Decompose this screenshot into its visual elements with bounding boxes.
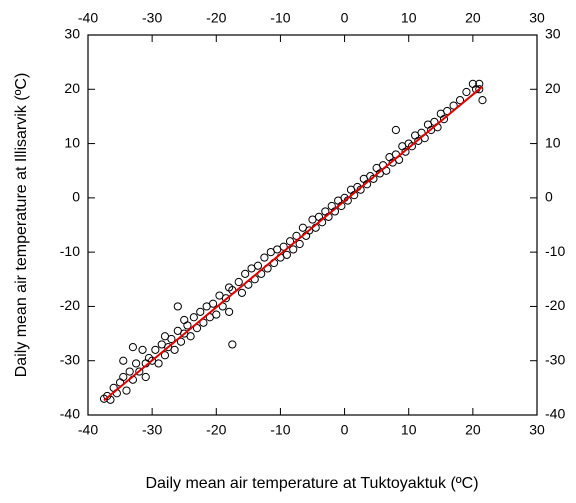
y-tick-label: -10 xyxy=(60,243,80,259)
x-tick-label: -20 xyxy=(206,422,226,438)
x-axis-label: Daily mean air temperature at Tuktoyaktu… xyxy=(145,475,478,492)
scatter-point xyxy=(151,345,160,354)
x-tick-label-top: 30 xyxy=(529,10,545,26)
y-tick-label: 20 xyxy=(64,80,80,96)
scatter-point xyxy=(289,245,298,254)
y-tick-label-right: 30 xyxy=(545,26,561,42)
scatter-point xyxy=(228,340,237,349)
fit-line xyxy=(103,85,484,402)
scatter-point xyxy=(125,367,134,376)
x-tick-label-top: -30 xyxy=(142,10,162,26)
scatter-point xyxy=(170,345,179,354)
x-tick-label: -10 xyxy=(270,422,290,438)
scatter-point xyxy=(189,313,198,322)
scatter-point xyxy=(234,277,243,287)
scatter-point xyxy=(391,125,400,135)
scatter-point xyxy=(160,351,170,360)
scatter-point xyxy=(176,337,186,346)
y-tick-label-right: 20 xyxy=(545,80,561,96)
x-tick-label: 20 xyxy=(465,422,481,438)
y-tick-label-right: -30 xyxy=(545,351,565,367)
scatter-point xyxy=(180,315,189,325)
scatter-point xyxy=(237,288,247,297)
x-tick-label-top: -40 xyxy=(78,10,98,26)
scatter-point xyxy=(132,359,141,368)
y-tick-label: 30 xyxy=(64,26,80,42)
scatter-point xyxy=(141,372,150,382)
scatter-point xyxy=(122,386,131,395)
scatter-point xyxy=(449,101,458,110)
y-tick-label-right: -20 xyxy=(545,297,565,313)
scatter-point xyxy=(282,250,291,259)
y-tick-label-right: 0 xyxy=(545,189,553,205)
x-tick-label-top: -20 xyxy=(206,10,226,26)
scatter-point xyxy=(478,96,487,105)
plot-frame xyxy=(87,34,538,416)
scatter-point xyxy=(475,85,484,94)
scatter-point xyxy=(292,231,301,240)
scatter-point xyxy=(253,261,263,270)
scatter-point xyxy=(128,343,137,352)
y-tick-label: 0 xyxy=(72,189,80,205)
scatter-point xyxy=(186,332,195,341)
y-tick-label-right: -40 xyxy=(545,406,565,422)
x-tick-label-top: -10 xyxy=(270,10,290,26)
scatter-point xyxy=(212,310,221,319)
x-tick-label-top: 20 xyxy=(465,10,481,26)
scatter-point xyxy=(462,87,471,97)
x-tick-label: -30 xyxy=(142,422,162,438)
scatter-point xyxy=(154,359,163,368)
x-tick-label: 30 xyxy=(529,422,545,438)
scatter-point xyxy=(401,147,410,156)
scatter-point xyxy=(475,79,484,88)
scatter-point xyxy=(119,372,128,382)
scatter-point xyxy=(295,239,304,249)
scatter-point xyxy=(407,142,417,151)
x-tick-label: 10 xyxy=(401,422,417,438)
y-tick-label: -40 xyxy=(60,406,80,422)
y-tick-label-right: -10 xyxy=(545,243,565,259)
x-tick-label-top: 0 xyxy=(341,10,349,26)
scatter-point xyxy=(183,321,192,330)
scatter-point xyxy=(225,307,234,316)
scatter-point xyxy=(439,115,449,124)
scatter-point xyxy=(167,334,176,344)
x-tick-label: 0 xyxy=(341,422,349,438)
x-tick-label: -40 xyxy=(78,422,98,438)
scatter-point xyxy=(221,294,231,303)
y-tick-label-right: 10 xyxy=(545,134,561,150)
scatter-point xyxy=(173,302,182,311)
scatter-point xyxy=(208,299,218,308)
scatter-point xyxy=(192,324,202,333)
x-tick-label-top: 10 xyxy=(401,10,417,26)
scatter-point xyxy=(455,96,465,105)
y-tick-label: -20 xyxy=(60,297,80,313)
scatter-point xyxy=(135,367,144,376)
y-tick-label: 10 xyxy=(64,134,80,150)
y-axis-label: Daily mean air temperature at Illisarvik… xyxy=(13,73,30,378)
scatter-point xyxy=(138,345,147,354)
y-tick-label: -30 xyxy=(60,351,80,367)
scatter-point xyxy=(119,356,128,365)
scatter-point xyxy=(241,269,250,278)
scatter-point xyxy=(260,253,269,262)
scatter-point xyxy=(196,307,205,316)
